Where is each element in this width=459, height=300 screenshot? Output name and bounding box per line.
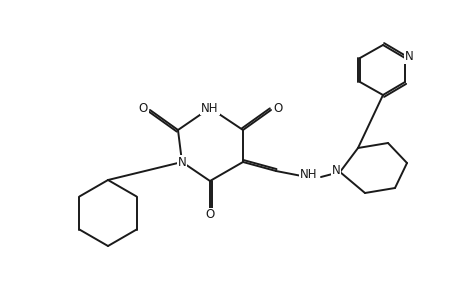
Text: N: N (404, 50, 413, 64)
Text: O: O (138, 101, 147, 115)
Text: N: N (177, 155, 186, 169)
Text: O: O (205, 208, 214, 221)
Text: O: O (273, 101, 282, 115)
Text: N: N (331, 164, 340, 176)
Text: NH: NH (201, 101, 218, 115)
Text: NH: NH (300, 169, 317, 182)
